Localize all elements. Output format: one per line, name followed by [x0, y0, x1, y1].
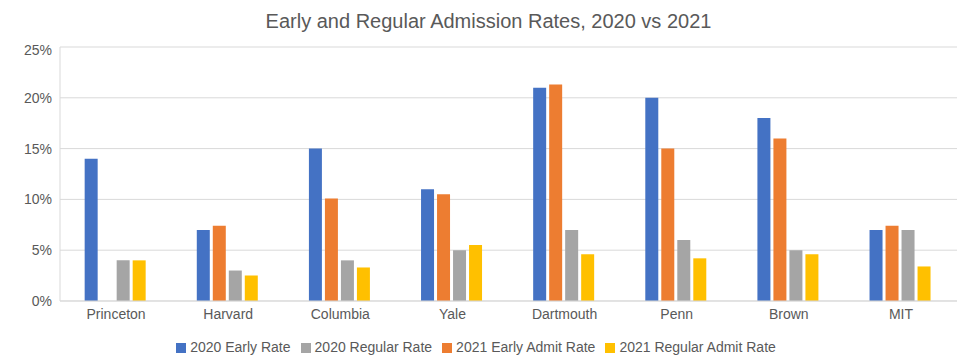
html-text:2020 Regular Rate: 2020 Regular Rate	[314, 339, 433, 355]
svg-text:Penn: Penn	[660, 306, 693, 322]
svg-text:20%: 20%	[24, 90, 52, 106]
html-text:2020 Early Rate: 2020 Early Rate	[190, 339, 291, 355]
html-text:2021 Early Admit Rate: 2021 Early Admit Rate	[456, 339, 596, 355]
svg-text:Columbia: Columbia	[311, 306, 370, 322]
svg-text:15%: 15%	[24, 141, 52, 157]
svg-text:Brown: Brown	[769, 306, 809, 322]
svg-text:10%: 10%	[24, 191, 52, 207]
svg-text:5%: 5%	[32, 242, 52, 258]
svg-text:Princeton: Princeton	[86, 306, 145, 322]
svg-text:25%: 25%	[24, 42, 52, 58]
html-text:2021 Regular Admit Rate: 2021 Regular Admit Rate	[619, 339, 776, 355]
svg-text:0%: 0%	[32, 293, 52, 309]
svg-text:Dartmouth: Dartmouth	[532, 306, 597, 322]
svg-text:MIT: MIT	[889, 306, 914, 322]
svg-text:Harvard: Harvard	[203, 306, 253, 322]
html-text:Early and Regular Admission Ra: Early and Regular Admission Rates, 2020 …	[265, 10, 712, 32]
svg-text:Yale: Yale	[439, 306, 466, 322]
